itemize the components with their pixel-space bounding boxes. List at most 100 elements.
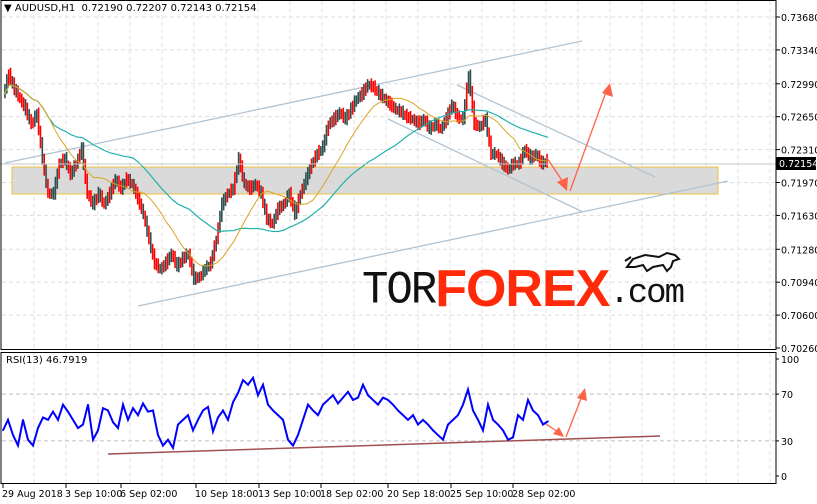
rsi-header: RSI(13) 46.7919 <box>6 355 88 366</box>
price-tick-label: 0.72310 <box>781 146 817 157</box>
rsi-support-line[interactable] <box>107 435 661 455</box>
rsi-point <box>192 429 194 432</box>
rsi-point <box>47 419 49 421</box>
rsi-point <box>137 414 139 416</box>
rsi-point <box>267 403 269 406</box>
rsi-point <box>337 402 339 405</box>
time-tick-label: 3 Sep 10:00 <box>65 489 122 500</box>
rsi-point <box>257 394 259 397</box>
rsi-point <box>32 444 34 447</box>
rsi-point <box>182 419 184 421</box>
rsi-point <box>262 383 264 386</box>
current-price-tag <box>776 157 816 170</box>
rsi-point <box>442 438 444 441</box>
rsi-point <box>82 423 84 426</box>
time-tick-label: 28 Sep 02:00 <box>512 489 575 500</box>
symbol-label: AUDUSD,H1 <box>14 3 76 14</box>
rsi-point <box>522 419 524 421</box>
bull-icon <box>624 251 681 273</box>
rsi-point <box>197 419 199 421</box>
rsi-point <box>247 383 249 386</box>
desc-channel-lower-line[interactable] <box>387 118 584 213</box>
ma-slow-line <box>3 84 549 233</box>
rsi-point <box>67 410 69 413</box>
rsi-point <box>232 401 234 404</box>
channel-upper-line[interactable] <box>4 40 583 164</box>
rsi-point <box>37 427 39 429</box>
rsi-point <box>547 420 549 423</box>
rsi-point <box>292 444 294 447</box>
rsi-point <box>472 409 474 412</box>
rsi-point <box>187 414 189 416</box>
rsi-point <box>407 419 409 421</box>
rsi-point <box>157 434 159 436</box>
time-tick-label: 20 Sep 18:00 <box>387 489 450 500</box>
rsi-point <box>222 409 224 412</box>
rsi-point <box>507 438 509 441</box>
current-price-label: 0.72154 <box>779 159 817 170</box>
rsi-point <box>97 429 99 432</box>
rsi-point <box>367 394 369 397</box>
rsi-point <box>297 434 299 436</box>
rsi-point <box>372 399 374 401</box>
rsi-point <box>517 414 519 416</box>
rsi-arrow-up[interactable] <box>565 388 587 438</box>
rsi-point <box>162 444 164 447</box>
rsi-point <box>422 419 424 421</box>
collapse-arrow-icon[interactable]: ▼ <box>4 3 12 14</box>
rsi-point <box>177 423 179 426</box>
rsi-point <box>172 447 174 449</box>
rsi-point <box>397 409 399 412</box>
rsi-point <box>512 436 514 439</box>
rsi-point <box>392 403 394 406</box>
rsi-point <box>332 394 334 397</box>
rsi-point <box>467 388 469 391</box>
time-tick-label: 10 Sep 18:00 <box>195 489 258 500</box>
rsi-point <box>347 390 349 393</box>
support-zone[interactable] <box>11 166 719 195</box>
rsi-point <box>152 409 154 412</box>
torforex-logo: TOR FOREX .com <box>362 251 685 318</box>
rsi-point <box>377 403 379 406</box>
logo-tor: TOR <box>362 264 437 318</box>
main-panel-border <box>0 0 777 350</box>
rsi-line <box>2 375 549 451</box>
rsi-point <box>387 399 389 401</box>
rsi-point <box>167 438 169 441</box>
forecast-arrow-up[interactable] <box>569 83 613 192</box>
desc-channel-upper-line[interactable] <box>456 84 656 178</box>
rsi-point <box>287 438 289 441</box>
rsi-point <box>452 419 454 421</box>
rsi-point <box>237 392 239 394</box>
rsi-point <box>542 423 544 426</box>
rsi-point <box>27 438 29 441</box>
rsi-point <box>227 419 229 421</box>
rsi-point <box>42 416 44 419</box>
rsi-point <box>272 409 274 412</box>
ma-fast-line <box>3 84 549 267</box>
rsi-points <box>2 376 549 449</box>
rsi-tick-label: 30 <box>781 437 793 448</box>
logo-com: .com <box>609 275 685 313</box>
channel-lower-line[interactable] <box>137 180 729 307</box>
forecast-arrow-down[interactable] <box>546 157 568 191</box>
rsi-point <box>22 419 24 421</box>
price-tick-label: 0.72650 <box>781 113 817 124</box>
time-tick-label: 18 Sep 02:00 <box>320 489 383 500</box>
time-axis: 29 Aug 2018 3 Sep 10:006 Sep 02:00 10 Sep … <box>2 484 575 500</box>
rsi-arrow-down[interactable] <box>545 423 564 437</box>
rsi-point <box>362 383 364 386</box>
time-tick-label: 6 Sep 02:00 <box>120 489 177 500</box>
rsi-tick-label: 0 <box>781 472 787 483</box>
time-tick-label: 13 Sep 10:00 <box>258 489 321 500</box>
rsi-point <box>342 396 344 399</box>
rsi-point <box>417 423 419 426</box>
rsi-point <box>502 429 504 432</box>
rsi-point <box>447 423 449 426</box>
price-axis: 0.73680 0.73340 0.72990 0.72650 0.72310 0.719… <box>776 13 817 355</box>
rsi-point <box>207 406 209 408</box>
rsi-point <box>317 414 319 416</box>
rsi-point <box>252 376 254 379</box>
price-tick-label: 0.73680 <box>781 13 817 24</box>
